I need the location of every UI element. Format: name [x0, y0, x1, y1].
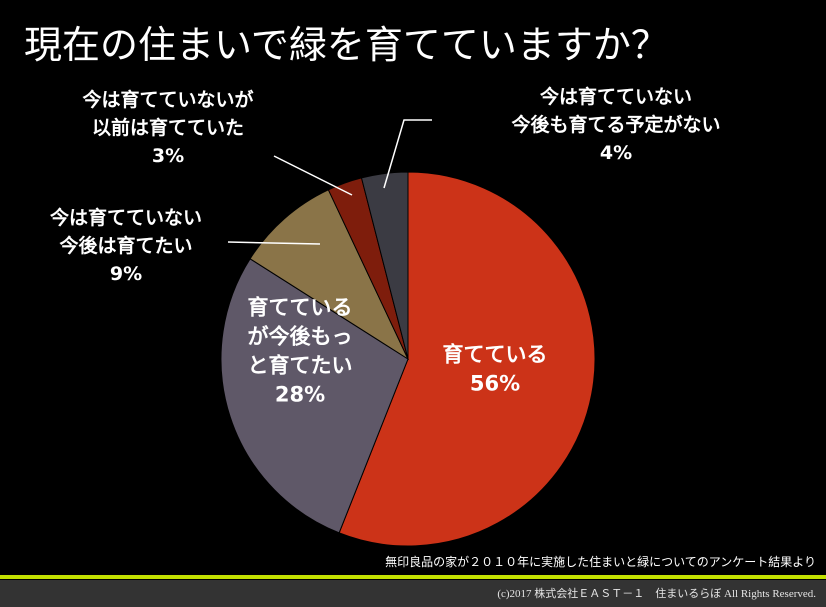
slice-label-line: 育てている: [248, 296, 353, 320]
slice-label-1: 育てている 56%: [443, 343, 548, 396]
slice-label-line: 今後も育てる予定がない: [510, 113, 720, 136]
slice-percent: 4%: [600, 142, 632, 164]
slice-label-5: 今は育てていない今後も育てる予定がない 4%: [510, 85, 720, 164]
slice-percent: 56%: [470, 372, 520, 396]
slice-label-line: 今は育てていないが: [81, 88, 253, 111]
chart-title: 現在の住まいで緑を育てていますか？: [24, 23, 669, 67]
leader-line-4: [273, 155, 353, 196]
pie-slice-3: [249, 189, 410, 361]
slice-label-line: 今は育てていない: [539, 85, 692, 108]
pie-slice-1: [338, 171, 596, 547]
slice-label-line: が今後もっ: [248, 325, 353, 349]
slice-label-line: 育てている: [443, 343, 548, 367]
footer-accent-bar: [0, 575, 826, 579]
slice-label-line: 今後は育てたい: [58, 234, 192, 257]
slice-percent: 28%: [275, 383, 325, 407]
pie-slices: [220, 171, 596, 547]
footer-bar: [0, 580, 826, 607]
leader-lines: [227, 119, 432, 245]
slice-labels: 育てている 56%育てているが今後もっと育てたい 28%今は育てていない今後は育てた…: [49, 85, 721, 407]
slice-percent: 3%: [152, 145, 184, 167]
slice-label-line: と育てたい: [248, 354, 353, 378]
source-note: 無印良品の家が２０１０年に実施した住まいと緑についてのアンケート結果より: [385, 555, 816, 569]
slice-percent: 9%: [110, 263, 142, 285]
copyright-text: (c)2017 株式会社ＥＡＳＴ－１ 住まいるらぼ All Rights Res…: [497, 588, 816, 600]
slice-label-3: 今は育てていない今後は育てたい 9%: [49, 206, 202, 285]
leader-line-5: [383, 119, 432, 189]
slice-label-2: 育てているが今後もっと育てたい 28%: [248, 296, 353, 407]
pie-chart: 育てている 56%育てているが今後もっと育てたい 28%今は育てていない今後は育てた…: [49, 85, 721, 547]
slice-label-4: 今は育てていないが以前は育てていた 3%: [81, 88, 253, 167]
slice-label-line: 今は育てていない: [49, 206, 202, 229]
slice-label-line: 以前は育てていた: [92, 116, 244, 139]
pie-slice-5: [360, 171, 409, 360]
leader-line-3: [227, 241, 321, 245]
pie-slice-2: [220, 258, 409, 534]
